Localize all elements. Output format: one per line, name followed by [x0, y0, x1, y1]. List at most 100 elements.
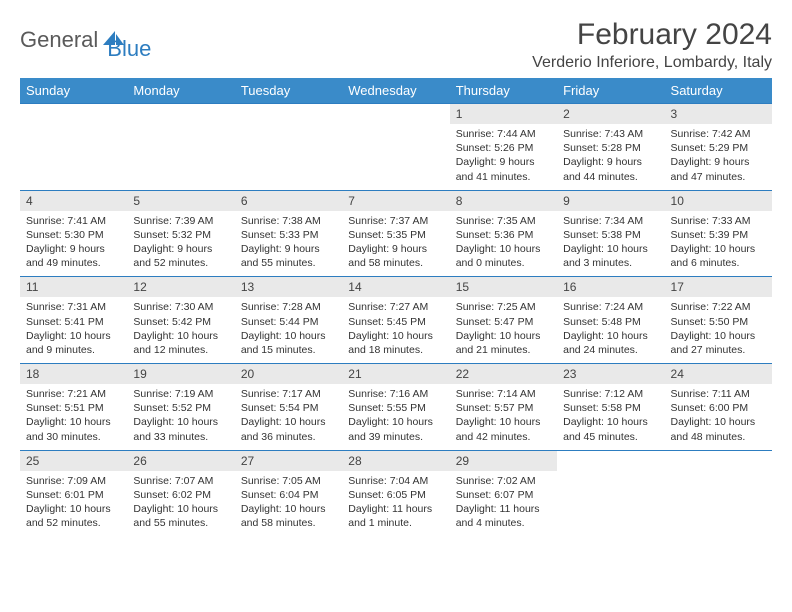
logo-text-general: General: [20, 27, 98, 53]
day-body-cell: Sunrise: 7:09 AMSunset: 6:01 PMDaylight:…: [20, 471, 127, 537]
day-number-cell: [665, 450, 772, 471]
sunrise-text: Sunrise: 7:12 AM: [563, 387, 658, 401]
sunset-text: Sunset: 5:58 PM: [563, 401, 658, 415]
day-number-cell: 27: [235, 450, 342, 471]
day-body-cell: Sunrise: 7:12 AMSunset: 5:58 PMDaylight:…: [557, 384, 664, 450]
day-number-cell: 20: [235, 364, 342, 385]
sunrise-text: Sunrise: 7:30 AM: [133, 300, 228, 314]
daylight-text: Daylight: 9 hours: [241, 242, 336, 256]
daylight-text: and 18 minutes.: [348, 343, 443, 357]
sunset-text: Sunset: 5:50 PM: [671, 315, 766, 329]
calendar-header-row: SundayMondayTuesdayWednesdayThursdayFrid…: [20, 78, 772, 104]
daylight-text: Daylight: 10 hours: [348, 415, 443, 429]
weekday-header: Monday: [127, 78, 234, 104]
day-number-cell: 4: [20, 190, 127, 211]
daylight-text: Daylight: 10 hours: [563, 415, 658, 429]
day-number-cell: [342, 104, 449, 125]
sunset-text: Sunset: 5:48 PM: [563, 315, 658, 329]
daylight-text: and 33 minutes.: [133, 430, 228, 444]
day-body-cell: Sunrise: 7:41 AMSunset: 5:30 PMDaylight:…: [20, 211, 127, 277]
day-number-cell: [127, 104, 234, 125]
daylight-text: and 0 minutes.: [456, 256, 551, 270]
daylight-text: and 15 minutes.: [241, 343, 336, 357]
day-body-cell: Sunrise: 7:14 AMSunset: 5:57 PMDaylight:…: [450, 384, 557, 450]
day-number-cell: 3: [665, 104, 772, 125]
sunrise-text: Sunrise: 7:33 AM: [671, 214, 766, 228]
sunset-text: Sunset: 6:00 PM: [671, 401, 766, 415]
day-body-cell: Sunrise: 7:43 AMSunset: 5:28 PMDaylight:…: [557, 124, 664, 190]
day-number-cell: [557, 450, 664, 471]
sunrise-text: Sunrise: 7:17 AM: [241, 387, 336, 401]
page-header: General Blue February 2024 Verderio Infe…: [20, 18, 772, 72]
daylight-text: and 49 minutes.: [26, 256, 121, 270]
daylight-text: Daylight: 9 hours: [133, 242, 228, 256]
logo: General Blue: [20, 18, 151, 62]
day-body-cell: [557, 471, 664, 537]
sunrise-text: Sunrise: 7:42 AM: [671, 127, 766, 141]
daylight-text: and 52 minutes.: [26, 516, 121, 530]
sunset-text: Sunset: 5:55 PM: [348, 401, 443, 415]
day-body-cell: [342, 124, 449, 190]
day-body-cell: Sunrise: 7:42 AMSunset: 5:29 PMDaylight:…: [665, 124, 772, 190]
daylight-text: Daylight: 11 hours: [348, 502, 443, 516]
day-body-cell: [127, 124, 234, 190]
day-body-cell: Sunrise: 7:30 AMSunset: 5:42 PMDaylight:…: [127, 297, 234, 363]
weekday-header: Wednesday: [342, 78, 449, 104]
sunrise-text: Sunrise: 7:16 AM: [348, 387, 443, 401]
sunset-text: Sunset: 5:32 PM: [133, 228, 228, 242]
sunrise-text: Sunrise: 7:27 AM: [348, 300, 443, 314]
daylight-text: and 12 minutes.: [133, 343, 228, 357]
daylight-text: and 58 minutes.: [348, 256, 443, 270]
day-body-cell: [20, 124, 127, 190]
sunset-text: Sunset: 6:04 PM: [241, 488, 336, 502]
day-number-cell: 29: [450, 450, 557, 471]
daylight-text: and 39 minutes.: [348, 430, 443, 444]
sunset-text: Sunset: 6:01 PM: [26, 488, 121, 502]
daylight-text: and 48 minutes.: [671, 430, 766, 444]
sunrise-text: Sunrise: 7:25 AM: [456, 300, 551, 314]
sunset-text: Sunset: 5:44 PM: [241, 315, 336, 329]
daylight-text: Daylight: 9 hours: [563, 155, 658, 169]
daylight-text: Daylight: 10 hours: [456, 242, 551, 256]
day-number-cell: 26: [127, 450, 234, 471]
daylight-text: Daylight: 9 hours: [348, 242, 443, 256]
day-body-cell: Sunrise: 7:31 AMSunset: 5:41 PMDaylight:…: [20, 297, 127, 363]
daylight-text: Daylight: 10 hours: [26, 502, 121, 516]
sunrise-text: Sunrise: 7:41 AM: [26, 214, 121, 228]
daylight-text: and 4 minutes.: [456, 516, 551, 530]
daylight-text: and 36 minutes.: [241, 430, 336, 444]
day-number-cell: 23: [557, 364, 664, 385]
daylight-text: Daylight: 10 hours: [26, 415, 121, 429]
sunrise-text: Sunrise: 7:11 AM: [671, 387, 766, 401]
day-number-cell: 17: [665, 277, 772, 298]
day-number-cell: [20, 104, 127, 125]
daylight-text: Daylight: 10 hours: [671, 329, 766, 343]
day-number-cell: [235, 104, 342, 125]
sunset-text: Sunset: 5:47 PM: [456, 315, 551, 329]
weekday-header: Tuesday: [235, 78, 342, 104]
day-body-cell: Sunrise: 7:05 AMSunset: 6:04 PMDaylight:…: [235, 471, 342, 537]
page-title: February 2024: [532, 18, 772, 52]
sunset-text: Sunset: 5:26 PM: [456, 141, 551, 155]
day-number-cell: 14: [342, 277, 449, 298]
sunset-text: Sunset: 5:30 PM: [26, 228, 121, 242]
day-number-cell: 5: [127, 190, 234, 211]
day-number-cell: 1: [450, 104, 557, 125]
day-number-cell: 13: [235, 277, 342, 298]
title-block: February 2024 Verderio Inferiore, Lombar…: [532, 18, 772, 72]
sunrise-text: Sunrise: 7:04 AM: [348, 474, 443, 488]
day-number-cell: 6: [235, 190, 342, 211]
day-body-cell: Sunrise: 7:21 AMSunset: 5:51 PMDaylight:…: [20, 384, 127, 450]
daylight-text: and 55 minutes.: [241, 256, 336, 270]
sunset-text: Sunset: 5:38 PM: [563, 228, 658, 242]
daylight-text: and 47 minutes.: [671, 170, 766, 184]
daylight-text: and 1 minute.: [348, 516, 443, 530]
sunset-text: Sunset: 5:33 PM: [241, 228, 336, 242]
daylight-text: Daylight: 10 hours: [26, 329, 121, 343]
sunrise-text: Sunrise: 7:21 AM: [26, 387, 121, 401]
day-number-cell: 25: [20, 450, 127, 471]
daylight-text: and 45 minutes.: [563, 430, 658, 444]
daylight-text: Daylight: 10 hours: [671, 415, 766, 429]
weekday-header: Thursday: [450, 78, 557, 104]
day-body-cell: [665, 471, 772, 537]
